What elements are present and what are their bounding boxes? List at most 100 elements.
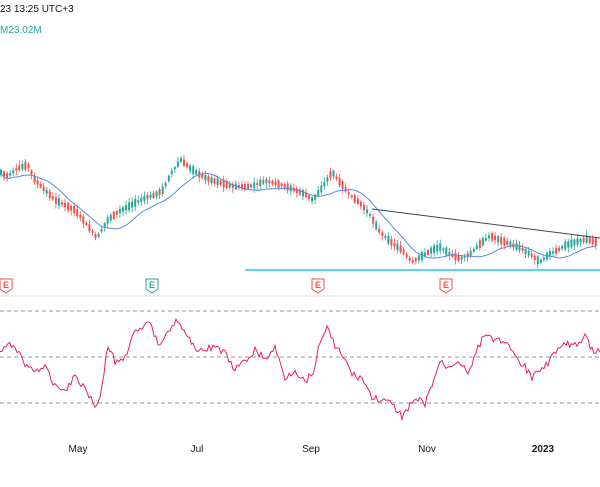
candle-body: [295, 188, 298, 193]
candle-body: [176, 161, 179, 167]
candle-body: [170, 170, 173, 175]
candle-body: [122, 207, 124, 212]
rsi-bands: [0, 310, 600, 404]
candle: [180, 155, 182, 163]
candle-body: [442, 248, 445, 251]
candle-body: [15, 168, 18, 171]
candle: [408, 255, 411, 264]
candle: [323, 177, 326, 191]
candle-body: [372, 217, 375, 224]
candle-body: [579, 239, 582, 243]
candle: [18, 160, 21, 172]
candle: [332, 169, 335, 180]
candle: [256, 178, 259, 191]
earnings-marker: E: [145, 278, 159, 294]
candle-body: [286, 183, 289, 191]
candle: [402, 247, 405, 256]
candle: [42, 182, 45, 195]
candle: [302, 188, 304, 201]
candle-body: [320, 185, 323, 193]
candle-body: [152, 192, 155, 199]
candle: [564, 238, 567, 252]
candle-body: [503, 237, 506, 246]
candle: [262, 176, 265, 185]
candle: [213, 176, 216, 187]
earnings-marker-shape: [311, 278, 325, 294]
candle: [176, 156, 179, 169]
candle-body: [430, 247, 433, 254]
candle: [491, 231, 494, 243]
candle-body: [332, 170, 335, 177]
candle-body: [204, 174, 207, 181]
candle-body: [125, 205, 127, 211]
candle-body: [555, 248, 558, 254]
candle: [494, 231, 497, 245]
candle: [247, 181, 250, 190]
candle-body: [54, 197, 57, 204]
candle-body: [369, 214, 372, 217]
candle: [280, 182, 283, 189]
candle: [225, 178, 228, 190]
earnings-marker: E: [311, 278, 325, 294]
candle-body: [24, 161, 27, 170]
candle-body: [180, 158, 182, 162]
candle-body: [244, 184, 246, 190]
candle-body: [488, 235, 490, 239]
candle: [131, 197, 134, 213]
candle-body: [420, 252, 423, 260]
candle-body: [103, 223, 106, 228]
candle-body: [64, 202, 66, 208]
candle-body: [91, 230, 94, 234]
candle-body: [393, 242, 396, 247]
candle: [405, 251, 408, 259]
candle: [161, 183, 164, 197]
candle: [506, 237, 509, 248]
candle-body: [61, 202, 63, 205]
candle-body: [536, 256, 539, 264]
candle: [283, 182, 286, 191]
candle-body: [448, 251, 451, 256]
candle-body: [241, 184, 243, 190]
candle-body: [36, 180, 39, 185]
candle: [106, 214, 109, 229]
candle-body: [497, 236, 500, 243]
candle-body: [558, 247, 561, 251]
candle-body: [298, 189, 301, 195]
candle: [241, 180, 243, 192]
candle: [170, 168, 173, 178]
candle: [436, 240, 439, 256]
candle-body: [164, 183, 167, 187]
candle-body: [567, 241, 570, 248]
candle: [122, 205, 124, 217]
candle: [533, 252, 536, 265]
candle-body: [375, 221, 378, 230]
earnings-marker-label: E: [149, 280, 155, 290]
candle-body: [228, 183, 231, 188]
candle: [137, 195, 140, 206]
candle: [433, 243, 436, 257]
candle-body: [384, 235, 387, 238]
candle: [216, 175, 219, 189]
header-date-text: 23 13:25 UTC+3: [0, 4, 74, 15]
candle: [454, 249, 457, 265]
candle-body: [329, 171, 332, 178]
candle-body: [439, 243, 442, 251]
candle-body: [271, 180, 274, 185]
candle-body: [262, 179, 265, 184]
candle-body: [417, 255, 420, 261]
candle: [54, 192, 57, 209]
candle-body: [524, 248, 527, 254]
candle: [539, 258, 542, 264]
candle: [36, 176, 39, 189]
candle: [21, 160, 24, 172]
candle-body: [481, 238, 484, 246]
candle: [140, 193, 143, 207]
earnings-marker-shape: [145, 278, 159, 294]
candle-body: [576, 238, 579, 245]
candle: [335, 173, 338, 181]
candle: [268, 176, 271, 188]
candle-body: [542, 257, 545, 260]
candle: [222, 175, 225, 192]
